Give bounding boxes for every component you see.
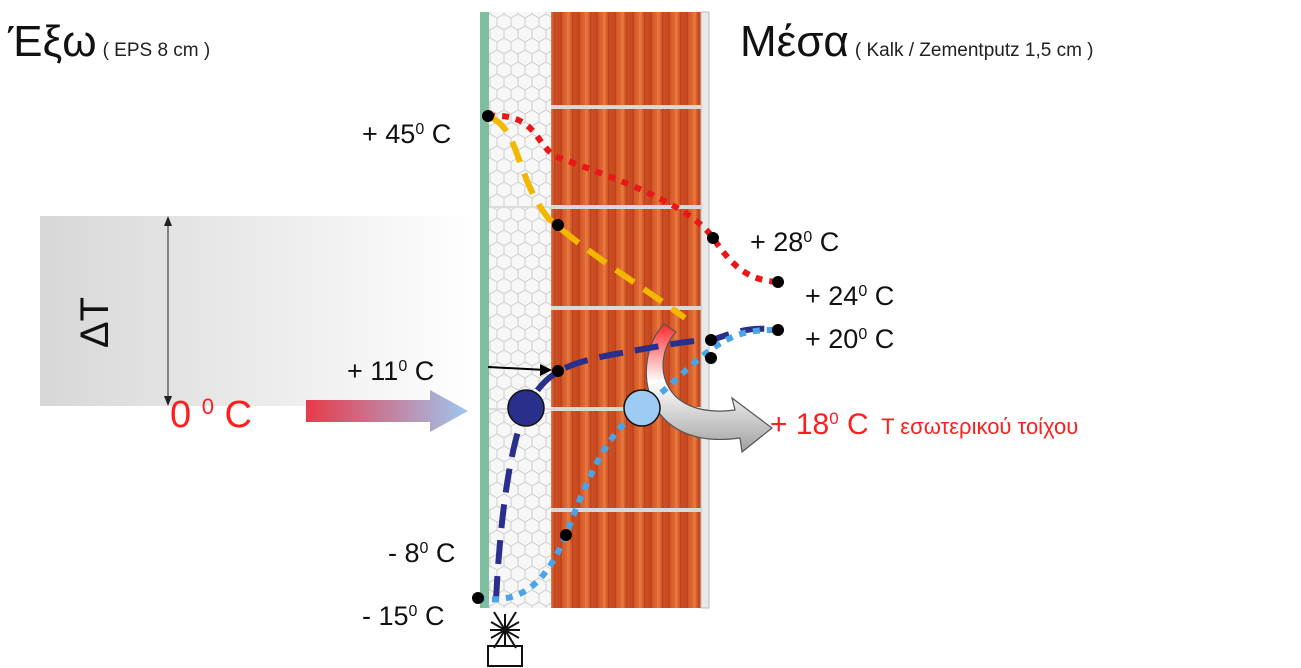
point-inner-a <box>705 334 717 346</box>
delta-t-label: ΔT <box>73 296 118 349</box>
inner-wall-temp-value: + 180 C <box>770 408 869 441</box>
pointer-11-head <box>540 364 552 376</box>
outside-heading: Έξω( EPS 8 cm ) <box>8 20 210 64</box>
cool-circle <box>623 389 661 427</box>
outdoor-temp-label: 0 0 C <box>170 394 252 436</box>
inside-title: Μέσα <box>740 17 849 66</box>
inside-heading: Μέσα( Kalk / Zementputz 1,5 cm ) <box>740 20 1094 64</box>
point-minus15 <box>472 592 484 604</box>
outer-render-layer <box>480 12 489 608</box>
temp-label-11: + 110 C <box>347 356 435 386</box>
cold-circle <box>507 389 545 427</box>
temp-label-28: + 280 C <box>750 227 840 257</box>
outdoor-temp-unit: C <box>224 394 252 436</box>
cold-curve <box>493 325 779 601</box>
temp-label-minus8: - 80 C <box>388 538 456 568</box>
eps-insulation-layer <box>488 12 551 608</box>
delta-t-arrow-bottom <box>164 396 172 406</box>
heat-flow-arrow <box>306 390 468 432</box>
inner-wall-label: T εσωτερικού τοίχου <box>881 414 1079 439</box>
point-28 <box>707 232 719 244</box>
curl-arrow <box>645 323 773 454</box>
inside-subtitle: ( Kalk / Zementputz 1,5 cm ) <box>854 40 1094 61</box>
measurement-points <box>472 110 784 604</box>
outdoor-temp-value: 0 <box>170 394 192 436</box>
point-warm <box>552 219 564 231</box>
temp-label-24: + 240 C <box>805 281 895 311</box>
outside-subtitle: ( EPS 8 cm ) <box>102 40 211 61</box>
point-45 <box>482 110 494 122</box>
point-inner-b <box>705 352 717 364</box>
point-11 <box>552 365 564 377</box>
inner-wall-temp: + 180 C T εσωτερικού τοίχου <box>770 410 1078 440</box>
pointer-11 <box>487 366 547 371</box>
delta-t-shade <box>40 216 480 406</box>
temp-label-20: + 200 C <box>805 324 895 354</box>
delta-t-arrow-top <box>164 216 172 226</box>
outside-title: Έξω <box>8 17 97 66</box>
point-24 <box>772 276 784 288</box>
snowflake-icon <box>487 611 523 667</box>
outdoor-temp-degree: 0 <box>201 394 214 419</box>
warm-curve <box>488 114 687 321</box>
point-minus8 <box>560 529 572 541</box>
temp-label-minus15: - 150 C <box>362 601 445 631</box>
temp-label-45: + 450 C <box>362 119 452 149</box>
inner-plaster-layer <box>700 11 710 609</box>
point-20 <box>772 324 784 336</box>
